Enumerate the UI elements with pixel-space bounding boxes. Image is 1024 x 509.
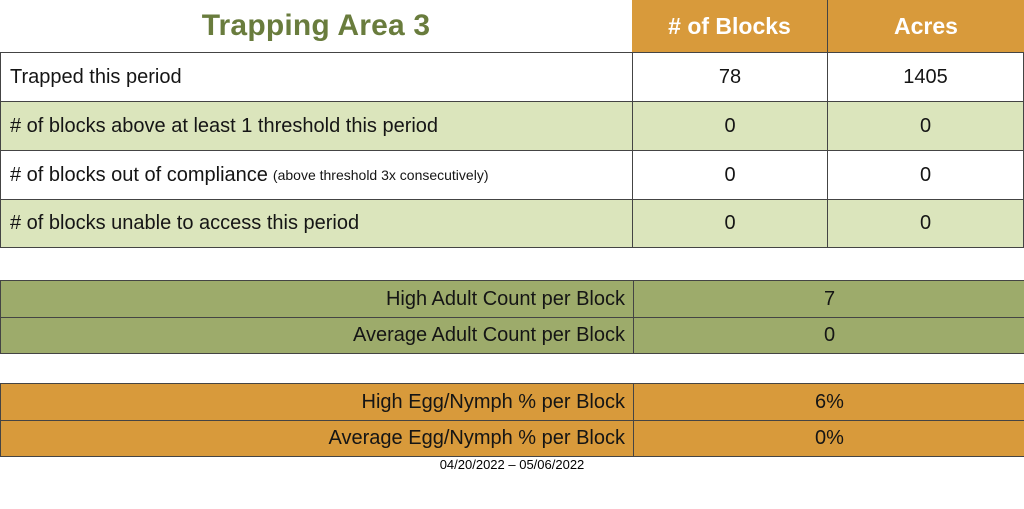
adult-count-table: High Adult Count per Block 7 Average Adu… bbox=[0, 280, 1024, 354]
row-value-compliance-acres: 0 bbox=[827, 150, 1024, 199]
row-value-compliance-blocks: 0 bbox=[632, 150, 827, 199]
adult-high-label: High Adult Count per Block bbox=[1, 281, 633, 317]
egg-nymph-table: High Egg/Nymph % per Block 6% Average Eg… bbox=[0, 383, 1024, 457]
row-value-access-blocks: 0 bbox=[632, 199, 827, 248]
column-header-acres: Acres bbox=[827, 0, 1024, 52]
row-label-text: # of blocks above at least 1 threshold t… bbox=[10, 114, 439, 137]
row-label-note: (above threshold 3x consecutively) bbox=[272, 167, 489, 183]
egg-high-label: High Egg/Nymph % per Block bbox=[1, 384, 633, 420]
column-header-blocks: # of Blocks bbox=[632, 0, 827, 52]
row-label-text: Trapped this period bbox=[10, 65, 182, 88]
row-value-threshold-acres: 0 bbox=[827, 101, 1024, 150]
row-label-out-of-compliance: # of blocks out of compliance (above thr… bbox=[0, 150, 632, 199]
row-value-trapped-blocks: 78 bbox=[632, 52, 827, 101]
adult-average-label: Average Adult Count per Block bbox=[1, 317, 633, 353]
page-title: Trapping Area 3 bbox=[201, 9, 431, 42]
page-title-cell: Trapping Area 3 bbox=[0, 0, 632, 52]
row-label-trapped: Trapped this period bbox=[0, 52, 632, 101]
summary-table: Trapping Area 3 # of Blocks Acres Trappe… bbox=[0, 0, 1024, 248]
egg-average-value: 0% bbox=[633, 420, 1024, 456]
row-label-text: # of blocks out of compliance bbox=[10, 163, 268, 186]
adult-high-value: 7 bbox=[633, 281, 1024, 317]
row-value-access-acres: 0 bbox=[827, 199, 1024, 248]
date-range: 04/20/2022 – 05/06/2022 bbox=[439, 457, 585, 472]
egg-high-value: 6% bbox=[633, 384, 1024, 420]
row-value-trapped-acres: 1405 bbox=[827, 52, 1024, 101]
row-label-above-threshold: # of blocks above at least 1 threshold t… bbox=[0, 101, 632, 150]
egg-average-label: Average Egg/Nymph % per Block bbox=[1, 420, 633, 456]
row-label-text: # of blocks unable to access this period bbox=[10, 212, 360, 234]
row-value-threshold-blocks: 0 bbox=[632, 101, 827, 150]
row-label-unable-access: # of blocks unable to access this period bbox=[0, 199, 632, 248]
adult-average-value: 0 bbox=[633, 317, 1024, 353]
